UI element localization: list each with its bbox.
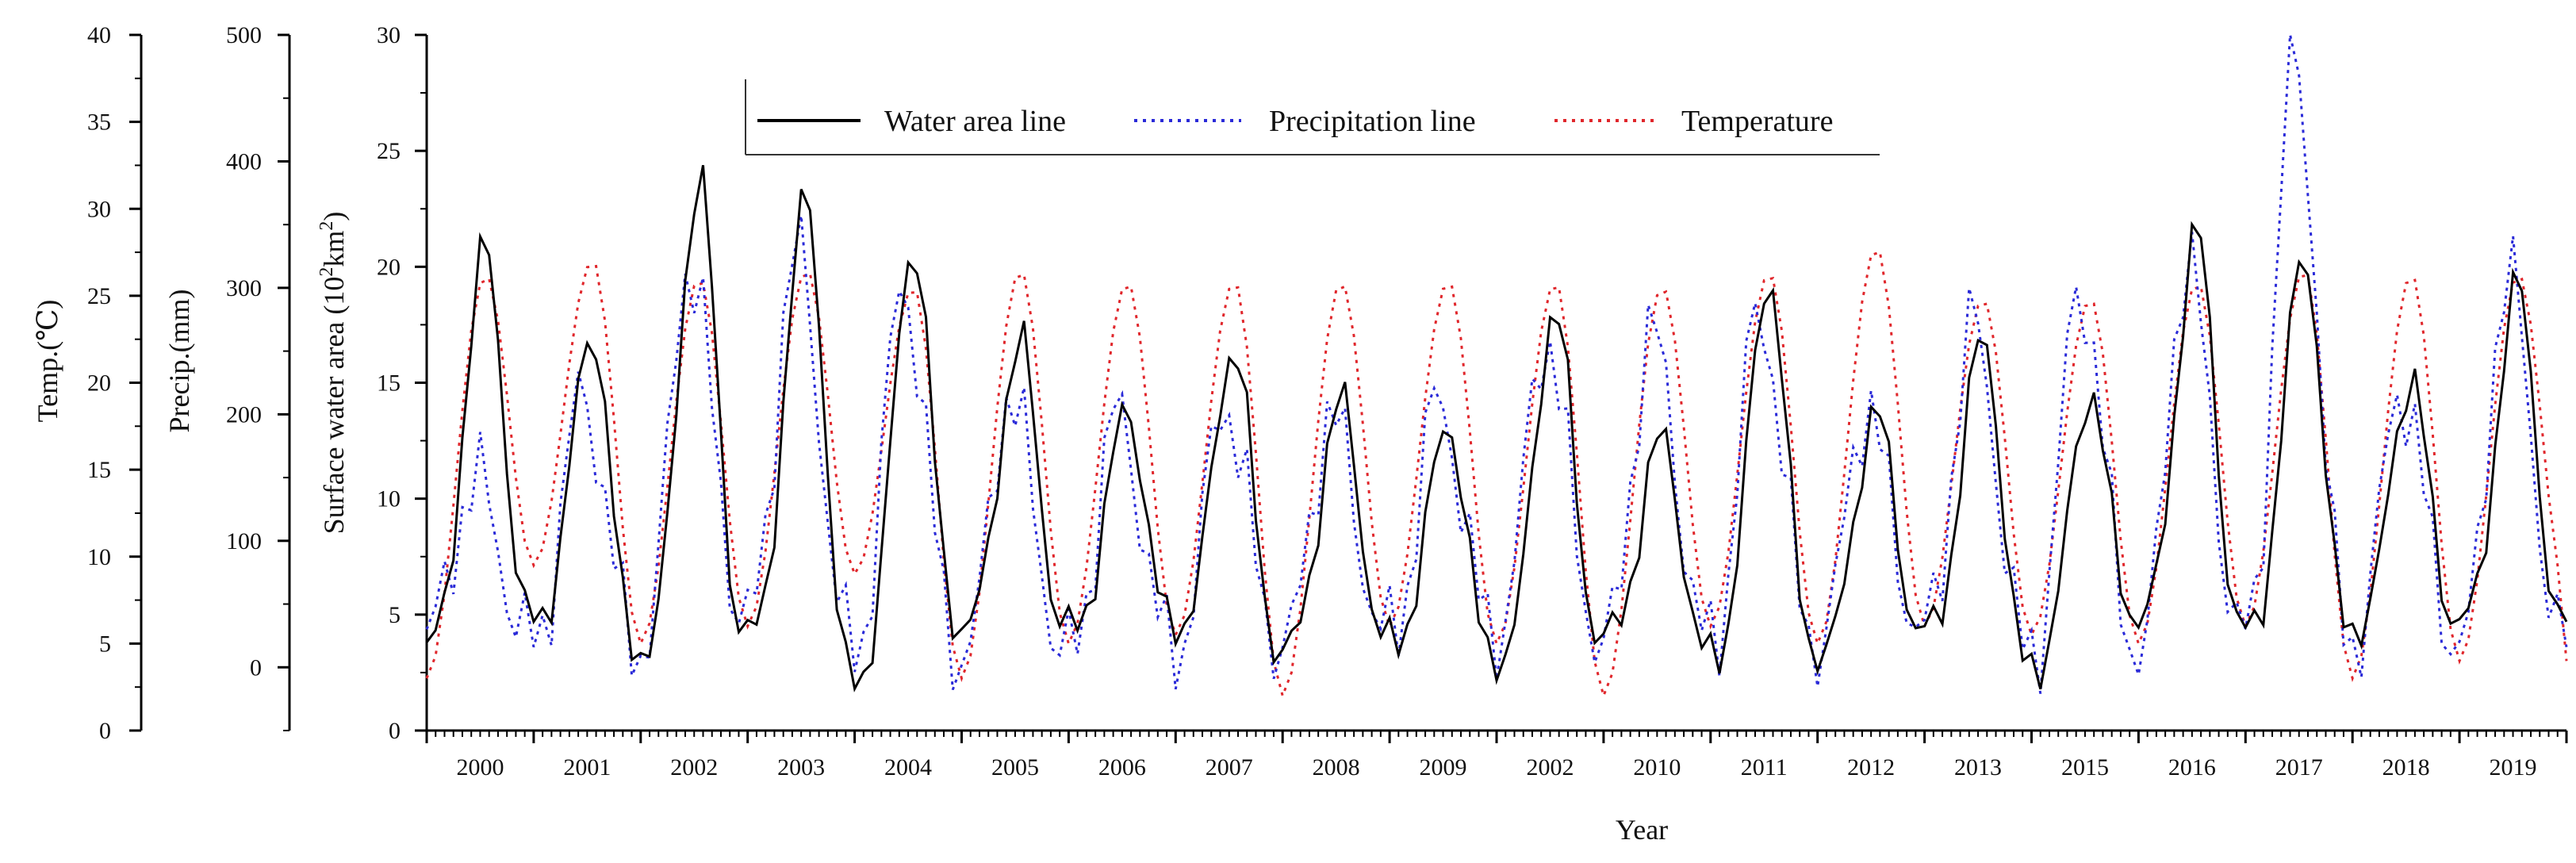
year-label: 2009 <box>1420 754 1467 781</box>
year-label: 2016 <box>2168 754 2216 781</box>
year-labels: 2000 2001 2002 2003 2004 2005 2006 2007 2008 2009… <box>456 754 2536 781</box>
year-label: 2007 <box>1206 754 1253 781</box>
legend-label-temperature: Temperature <box>1681 105 1833 138</box>
area-ticks: 0 5 10 15 20 25 30 <box>377 22 427 744</box>
precipitation-series-line <box>425 34 2568 694</box>
precip-tick-label: 400 <box>226 148 262 175</box>
area-axis-label-mid: km <box>318 231 350 267</box>
year-label: 2008 <box>1313 754 1360 781</box>
year-label: 2015 <box>2061 754 2109 781</box>
x-axis-label: Year <box>1616 814 1668 846</box>
temp-tick-label: 5 <box>99 631 111 657</box>
water-area-series-line <box>425 165 2568 692</box>
precip-tick-label: 300 <box>226 275 262 301</box>
legend-label-water-area: Water area line <box>884 105 1066 138</box>
year-label: 2018 <box>2382 754 2430 781</box>
year-label: 2002 <box>1526 754 1574 781</box>
temp-tick-label: 30 <box>87 196 111 222</box>
area-axis-label-main: Surface water area (10 <box>318 277 350 535</box>
temp-tick-label: 10 <box>87 544 111 570</box>
temp-tick-label: 20 <box>87 370 111 397</box>
precip-tick-label: 100 <box>226 528 262 554</box>
precip-axis-label: Precip.(mm) <box>163 290 195 433</box>
area-tick-label: 10 <box>377 486 401 512</box>
year-label: 2005 <box>991 754 1039 781</box>
area-axis-label-sup1: 2 <box>316 267 337 277</box>
temp-ticks: 0 5 10 15 20 25 30 35 40 <box>87 22 141 744</box>
year-label: 2006 <box>1098 754 1146 781</box>
temp-tick-label: 35 <box>87 109 111 136</box>
temp-tick-label: 15 <box>87 457 111 483</box>
area-axis-label-sup2: 2 <box>316 221 337 231</box>
year-label: 2012 <box>1847 754 1895 781</box>
year-label: 2003 <box>777 754 825 781</box>
area-axis-label: Surface water area (102km2) <box>316 212 350 535</box>
year-label: 2019 <box>2490 754 2537 781</box>
temp-tick-label: 25 <box>87 283 111 309</box>
year-label: 2017 <box>2275 754 2323 781</box>
area-tick-label: 0 <box>389 718 401 744</box>
area-tick-label: 5 <box>389 602 401 628</box>
precip-tick-label: 0 <box>250 654 262 681</box>
year-label: 2011 <box>1741 754 1788 781</box>
x-ticks <box>425 731 2568 743</box>
legend-label-precipitation: Precipitation line <box>1269 105 1476 138</box>
area-axis-label-end: ) <box>318 212 350 221</box>
area-tick-label: 20 <box>377 254 401 280</box>
precip-tick-label: 500 <box>226 22 262 48</box>
year-label: 2004 <box>884 754 932 781</box>
area-tick-label: 30 <box>377 22 401 48</box>
legend: Water area line Precipitation line Tempe… <box>745 79 1880 155</box>
precip-tick-label: 200 <box>226 401 262 428</box>
year-label: 2000 <box>456 754 504 781</box>
temp-tick-label: 0 <box>99 718 111 744</box>
year-label: 2013 <box>1954 754 2002 781</box>
year-label: 2010 <box>1633 754 1681 781</box>
area-tick-label: 15 <box>377 370 401 397</box>
precip-ticks: 0 100 200 300 400 500 <box>226 22 289 731</box>
temp-axis-label: Temp.(℃) <box>32 300 63 423</box>
year-label: 2002 <box>670 754 718 781</box>
area-tick-label: 25 <box>377 138 401 164</box>
temp-tick-label: 40 <box>87 22 111 48</box>
year-label: 2001 <box>563 754 611 781</box>
